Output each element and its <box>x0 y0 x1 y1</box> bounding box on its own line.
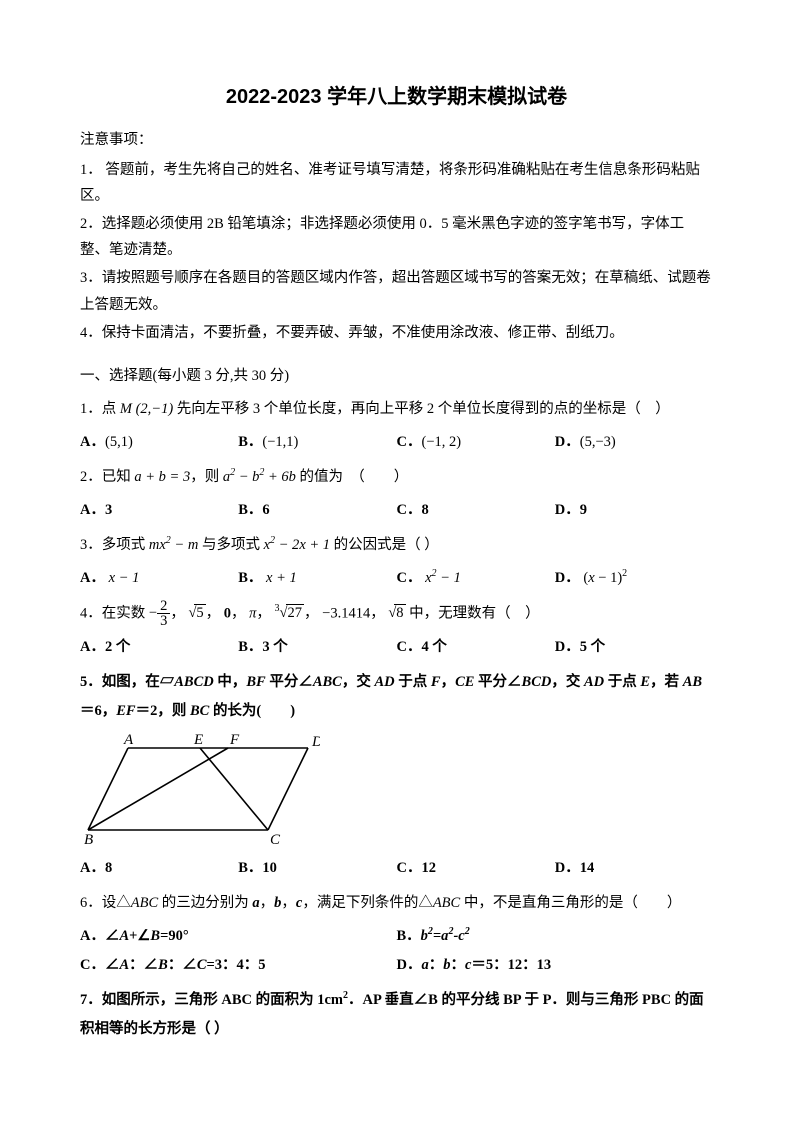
q6-opt-c: C．∠A：∠B：∠C=3：4：5 <box>80 951 397 980</box>
q5-figure: A D B C E F <box>80 730 713 850</box>
q1-opt-c: C．(−1, 2) <box>397 428 555 457</box>
q6-opt-b: B．b2=a2-c2 <box>397 922 714 951</box>
q3-text-c: 的公因式是（ ） <box>330 537 439 553</box>
q4-zero: 0 <box>224 605 231 621</box>
question-3: 3．多项式 mx2 − m 与多项式 x2 − 2x + 1 的公因式是（ ） <box>80 531 713 560</box>
q3-expr-a: mx2 − m <box>149 537 198 553</box>
q5-opt-b: B．10 <box>238 854 396 883</box>
q6-text: 6．设△ABC 的三边分别为 a，b，c，满足下列条件的△ABC 中，不是直角三… <box>80 895 681 911</box>
q2-options: A．3 B．6 C．8 D．9 <box>80 496 713 525</box>
q3-expr-b: x2 − 2x + 1 <box>264 537 330 553</box>
note-4: 4．保持卡面清洁，不要折叠，不要弄破、弄皱，不准使用涂改液、修正带、刮纸刀。 <box>80 320 713 346</box>
q1-opt-c-val: (−1, 2) <box>421 434 461 450</box>
question-1: 1．点 M (2,−1) 先向左平移 3 个单位长度，再向上平移 2 个单位长度… <box>80 395 713 424</box>
q4-opt-d: D．5 个 <box>555 633 713 662</box>
svg-text:E: E <box>193 732 203 748</box>
q2-text-b: ，则 <box>190 469 223 485</box>
q5-opt-c: C．12 <box>397 854 555 883</box>
q2-opt-a: A．3 <box>80 496 238 525</box>
q1-opt-b: B．(−1,1) <box>238 428 396 457</box>
q3-text-b: 与多项式 <box>198 537 263 553</box>
exam-page: 2022-2023 学年八上数学期末模拟试卷 注意事项： 1． 答题前，考生先将… <box>0 0 793 1122</box>
q4-text-a: 4．在实数 <box>80 605 145 621</box>
parallelogram-diagram: A D B C E F <box>80 730 320 850</box>
q4-opt-a: A．2 个 <box>80 633 238 662</box>
q4-opt-c: C．4 个 <box>397 633 555 662</box>
q1-point: M (2,−1) <box>120 401 173 417</box>
q1-text-b: 先向左平移 3 个单位长度，再向上平移 2 个单位长度得到的点的坐标是（ ） <box>173 401 670 417</box>
q2-opt-b: B．6 <box>238 496 396 525</box>
svg-text:D: D <box>311 734 320 750</box>
q5-text: 5．如图，在▱ABCD 中，BF 平分∠ABC，交 AD 于点 F，CE 平分∠… <box>80 674 702 719</box>
q5-opt-a: A．8 <box>80 854 238 883</box>
q3-opt-d: D． (x − 1)2 <box>555 564 713 593</box>
q2-opt-d: D．9 <box>555 496 713 525</box>
q6-options: A．∠A+∠B=90° B．b2=a2-c2 C．∠A：∠B：∠C=3：4：5 … <box>80 922 713 980</box>
q4-frac: −23 <box>149 605 170 621</box>
q1-opt-d: D．(5,−3) <box>555 428 713 457</box>
question-5: 5．如图，在▱ABCD 中，BF 平分∠ABC，交 AD 于点 F，CE 平分∠… <box>80 668 713 726</box>
question-2: 2．已知 a + b = 3，则 a2 − b2 + 6b 的值为 （ ） <box>80 463 713 492</box>
svg-text:A: A <box>123 732 134 748</box>
q4-options: A．2 个 B．3 个 C．4 个 D．5 个 <box>80 633 713 662</box>
question-4: 4．在实数 −23， √5， 0， π， 3√27， −3.1414， √8 中… <box>80 599 713 629</box>
question-7: 7．如图所示，三角形 ABC 的面积为 1cm2．AP 垂直∠B 的平分线 BP… <box>80 986 713 1044</box>
q2-expr-b: a2 − b2 + 6b <box>223 469 296 485</box>
note-2: 2．选择题必须使用 2B 铅笔填涂；非选择题必须使用 0．5 毫米黑色字迹的签字… <box>80 211 713 263</box>
opt-label-a: A． <box>80 434 105 450</box>
q4-text-b: 中，无理数有（ ） <box>409 605 540 621</box>
svg-text:B: B <box>84 832 93 848</box>
q2-opt-c: C．8 <box>397 496 555 525</box>
q1-opt-a-val: (5,1) <box>105 434 133 450</box>
q1-options: A．(5,1) B．(−1,1) C．(−1, 2) D．(5,−3) <box>80 428 713 457</box>
q6-opt-a: A．∠A+∠B=90° <box>80 922 397 951</box>
q1-text-a: 1．点 <box>80 401 120 417</box>
q2-text-a: 2．已知 <box>80 469 134 485</box>
opt-label-c: C． <box>397 434 422 450</box>
q4-neg: −3.1414 <box>322 605 370 621</box>
q1-opt-b-val: (−1,1) <box>262 434 298 450</box>
q3-opt-a: A． x − 1 <box>80 564 238 593</box>
q3-text-a: 3．多项式 <box>80 537 149 553</box>
opt-label-d: D． <box>555 434 580 450</box>
question-6: 6．设△ABC 的三边分别为 a，b，c，满足下列条件的△ABC 中，不是直角三… <box>80 889 713 918</box>
note-3: 3．请按照题号顺序在各题目的答题区域内作答，超出答题区域书写的答案无效；在草稿纸… <box>80 265 713 317</box>
page-title: 2022-2023 学年八上数学期末模拟试卷 <box>80 80 713 109</box>
q4-sqrt8: √8 <box>388 599 405 628</box>
svg-text:C: C <box>270 832 281 848</box>
q1-opt-d-val: (5,−3) <box>580 434 616 450</box>
q1-opt-a: A．(5,1) <box>80 428 238 457</box>
q5-options: A．8 B．10 C．12 D．14 <box>80 854 713 883</box>
section-1-title: 一、选择题(每小题 3 分,共 30 分) <box>80 364 713 385</box>
q3-opt-b: B． x + 1 <box>238 564 396 593</box>
q4-cbrt27: 3√27 <box>275 599 304 628</box>
note-1: 1． 答题前，考生先将自己的姓名、准考证号填写清楚，将条形码准确粘贴在考生信息条… <box>80 157 713 209</box>
q2-text-c: 的值为 （ ） <box>296 469 408 485</box>
svg-text:F: F <box>229 732 240 748</box>
q4-sqrt5: √5 <box>188 599 205 628</box>
q6-opt-d: D．a：b：c＝5：12：13 <box>397 951 714 980</box>
q5-opt-d: D．14 <box>555 854 713 883</box>
q2-expr-a: a + b = 3 <box>134 469 190 485</box>
q4-opt-b: B．3 个 <box>238 633 396 662</box>
q3-options: A． x − 1 B． x + 1 C． x2 − 1 D． (x − 1)2 <box>80 564 713 593</box>
opt-label-b: B． <box>238 434 262 450</box>
q7-text: 7．如图所示，三角形 ABC 的面积为 1cm2．AP 垂直∠B 的平分线 BP… <box>80 992 704 1037</box>
notes-header: 注意事项： <box>80 127 713 153</box>
q3-opt-c: C． x2 − 1 <box>397 564 555 593</box>
